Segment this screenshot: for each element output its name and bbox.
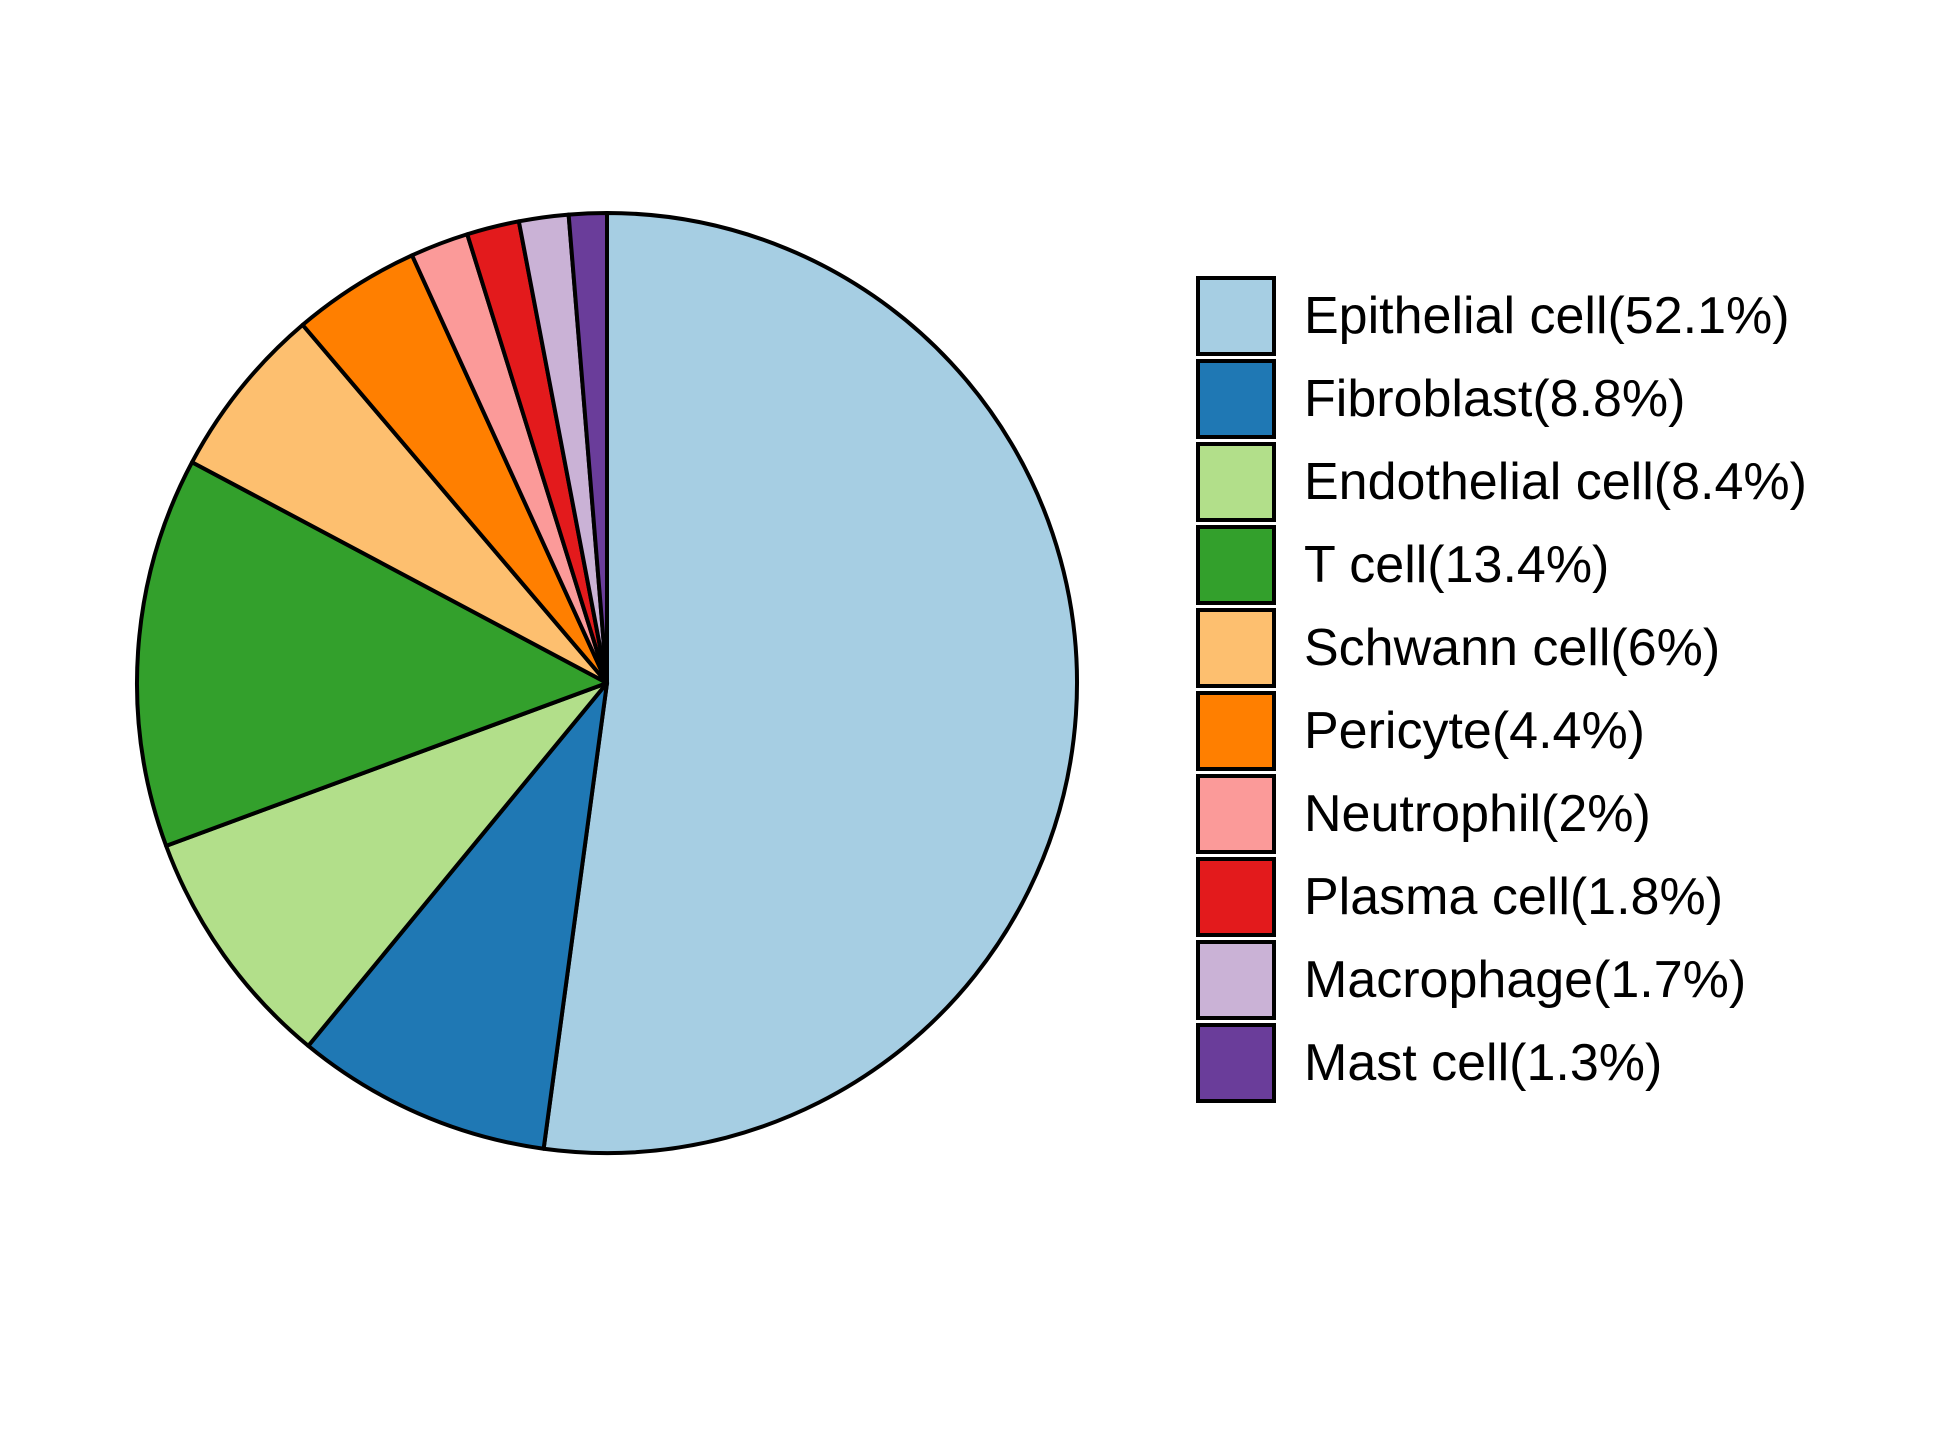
pie-slice-fibroblast	[306, 681, 609, 1151]
legend-item-plasma-cell: Plasma cell(1.8%)	[1196, 857, 1807, 937]
legend-swatch-epithelial-cell	[1196, 276, 1276, 356]
legend-label: Mast cell(1.3%)	[1304, 1034, 1663, 1092]
pie-slice-endothelial-cell	[164, 681, 609, 1048]
legend-swatch-mast-cell	[1196, 1023, 1276, 1103]
pie-slice-epithelial-cell	[541, 211, 1079, 1155]
legend-swatch-pericyte	[1196, 691, 1276, 771]
legend-label: Schwann cell(6%)	[1304, 619, 1721, 677]
legend-item-t-cell: T cell(13.4%)	[1196, 525, 1807, 605]
legend-item-epithelial-cell: Epithelial cell(52.1%)	[1196, 276, 1807, 356]
legend-label: Pericyte(4.4%)	[1304, 702, 1645, 760]
legend-label: Epithelial cell(52.1%)	[1304, 287, 1790, 345]
legend-label: T cell(13.4%)	[1304, 536, 1610, 594]
legend-label: Plasma cell(1.8%)	[1304, 868, 1724, 926]
legend-swatch-fibroblast	[1196, 359, 1276, 439]
legend-swatch-t-cell	[1196, 525, 1276, 605]
legend-item-pericyte: Pericyte(4.4%)	[1196, 691, 1807, 771]
legend-item-endothelial-cell: Endothelial cell(8.4%)	[1196, 442, 1807, 522]
legend-swatch-endothelial-cell	[1196, 442, 1276, 522]
legend-item-schwann-cell: Schwann cell(6%)	[1196, 608, 1807, 688]
legend-swatch-macrophage	[1196, 940, 1276, 1020]
legend-label: Endothelial cell(8.4%)	[1304, 453, 1807, 511]
legend-item-fibroblast: Fibroblast(8.8%)	[1196, 359, 1807, 439]
pie-slice-schwann-cell	[190, 322, 609, 685]
legend-swatch-schwann-cell	[1196, 608, 1276, 688]
legend: Epithelial cell(52.1%) Fibroblast(8.8%) …	[1196, 276, 1807, 1106]
legend-label: Fibroblast(8.8%)	[1304, 370, 1686, 428]
legend-swatch-plasma-cell	[1196, 857, 1276, 937]
legend-item-mast-cell: Mast cell(1.3%)	[1196, 1023, 1807, 1103]
legend-item-macrophage: Macrophage(1.7%)	[1196, 940, 1807, 1020]
pie-slice-mast-cell	[566, 211, 609, 685]
legend-item-neutrophil: Neutrophil(2%)	[1196, 774, 1807, 854]
legend-label: Neutrophil(2%)	[1304, 785, 1651, 843]
legend-swatch-neutrophil	[1196, 774, 1276, 854]
pie-slice-t-cell	[135, 460, 609, 848]
legend-label: Macrophage(1.7%)	[1304, 951, 1747, 1009]
